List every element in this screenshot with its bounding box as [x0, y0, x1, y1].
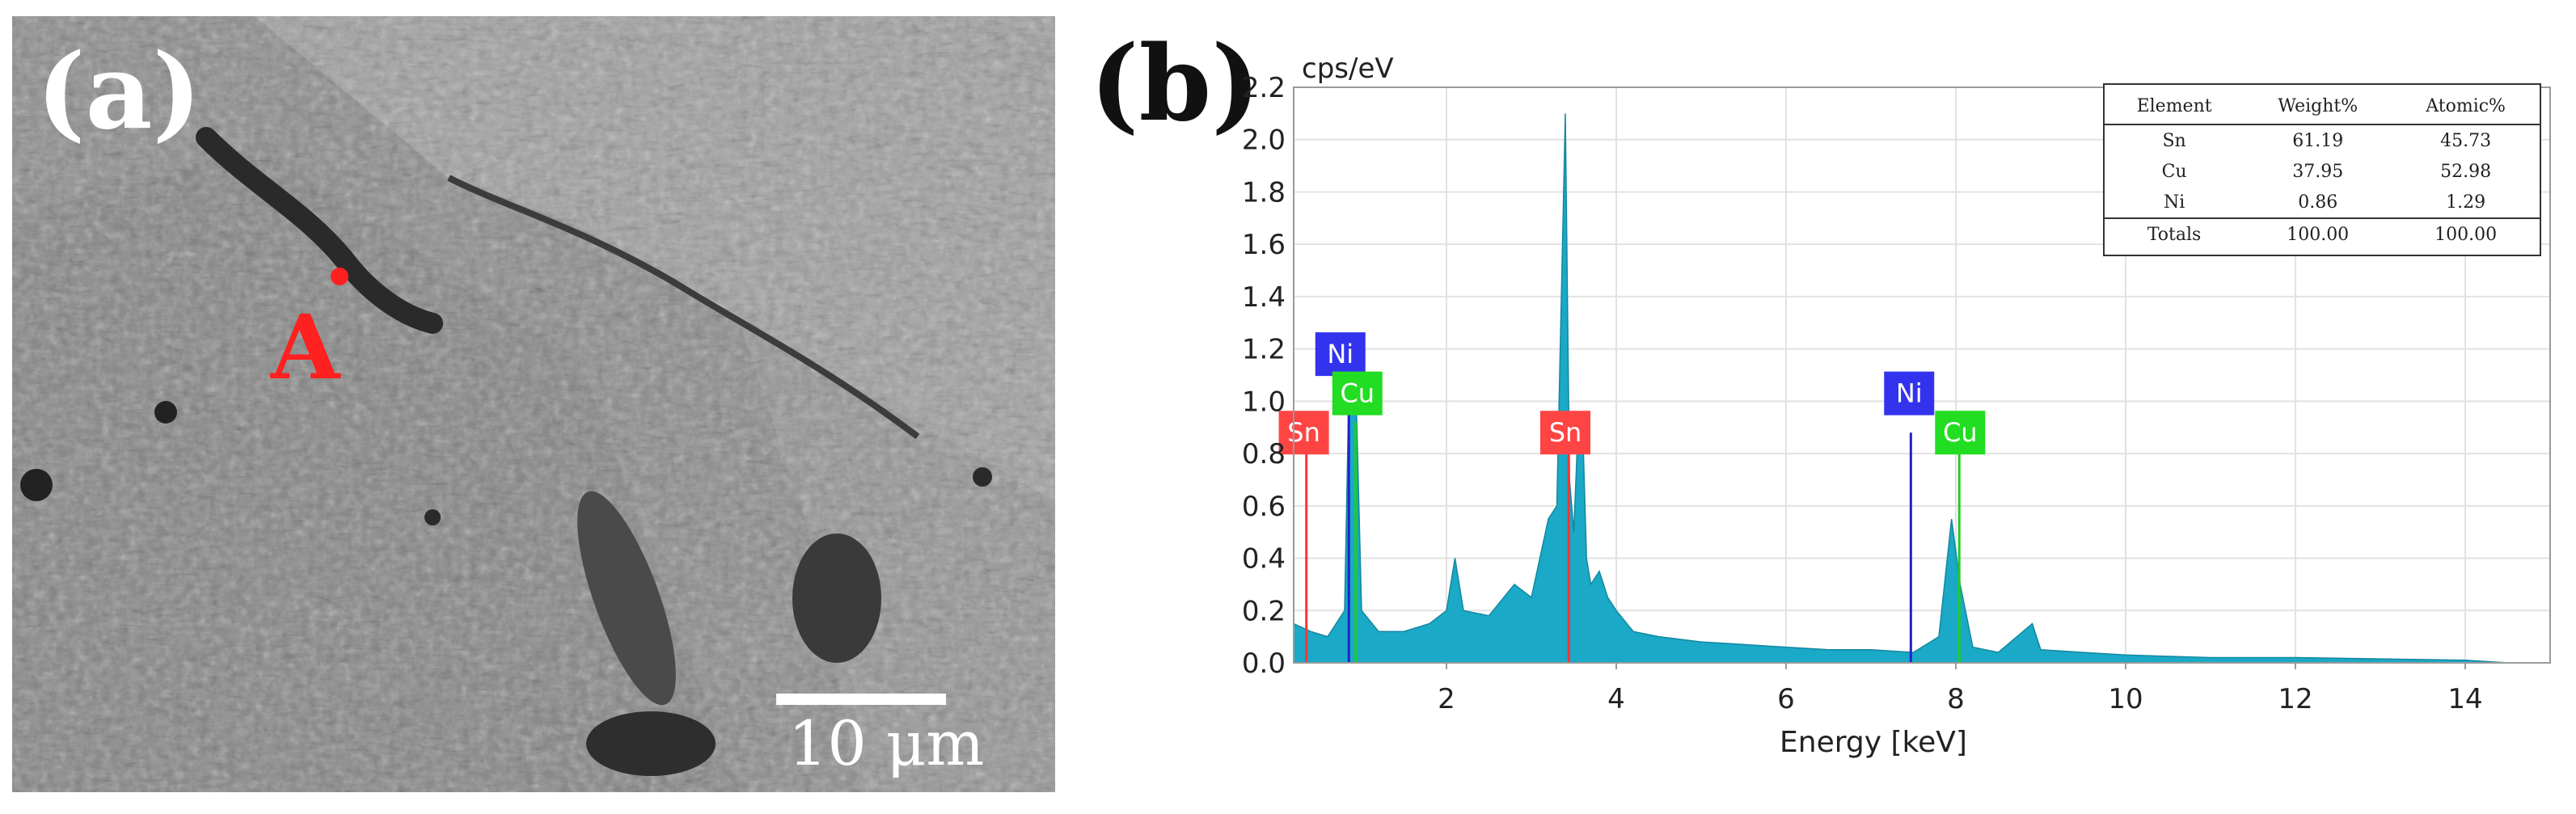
y-tick-label: 1.4: [1242, 281, 1286, 314]
point-a-label: A: [271, 295, 340, 399]
sem-micrograph: (a) A 10 μm: [12, 16, 1055, 792]
element-label-text: Ni: [1327, 339, 1353, 369]
x-tick-label: 4: [1607, 683, 1625, 715]
x-tick-label: 6: [1777, 683, 1795, 715]
x-tick-label: 12: [2278, 683, 2312, 715]
y-tick-label: 2.2: [1242, 72, 1286, 104]
y-tick-label: 0.8: [1242, 438, 1286, 470]
table-totals-row: Totals 100.00 100.00: [2105, 217, 2540, 250]
table-header-row: Element Weight% Atomic%: [2105, 88, 2540, 125]
cell-totals-weight: 100.00: [2244, 217, 2392, 250]
sem-texture: [12, 16, 1055, 792]
dark-pore: [792, 534, 881, 663]
cell-weight: 37.95: [2292, 161, 2344, 182]
plot-frame: [1293, 86, 2551, 664]
scale-bar: [776, 694, 946, 705]
element-label-ni: Ni: [1884, 371, 1935, 415]
col-element-header: Element: [2105, 88, 2244, 125]
tick-labels: 0.0 0.2 0.4 0.6 0.8 1.0 1.2 1.4 1.6 1.8 2.0 2.2 2 4 6 8…: [1242, 53, 2483, 759]
y-tick-label: 0.6: [1242, 491, 1286, 523]
x-axis-label: Energy [keV]: [1780, 726, 1967, 759]
eds-chart: Ni Cu Sn Sn Ni Cu 0.0 0.2 0.4 0.6 0.8 1.0 1.2 1.4 1.6…: [1242, 53, 2551, 759]
composition-table: Element Weight% Atomic% Sn 61.19 45.73 C…: [2103, 83, 2541, 256]
element-label-cu: Cu: [1332, 371, 1383, 415]
x-tick-label: 14: [2447, 683, 2482, 715]
y-tick-label: 2.0: [1242, 124, 1286, 157]
table-row: Ni 0.86 1.29: [2105, 187, 2540, 218]
panel-a-label: (a): [36, 32, 202, 153]
cell-atomic: 45.73: [2440, 130, 2492, 151]
element-label-cu: Cu: [1935, 411, 1986, 455]
y-tick-label: 1.6: [1242, 229, 1286, 261]
pore: [424, 509, 441, 525]
cell-element: Sn: [2162, 130, 2186, 151]
element-label-text: Sn: [1549, 417, 1582, 448]
dark-feature: [586, 711, 716, 776]
y-tick-label: 0.2: [1242, 595, 1286, 627]
element-label-box: [1315, 332, 1366, 377]
element-label-sn: Sn: [1278, 411, 1329, 455]
cell-atomic: 1.29: [2446, 192, 2486, 213]
cell-atomic: 52.98: [2440, 161, 2492, 182]
pore: [154, 401, 177, 424]
element-label-box: [1332, 371, 1383, 415]
element-labels: Ni Cu Sn Sn Ni Cu: [1278, 332, 1986, 455]
cell-element: Ni: [2163, 192, 2185, 213]
y-tick-label: 1.8: [1242, 176, 1286, 209]
x-tick-label: 8: [1947, 683, 1965, 715]
spectrum-area: [1293, 113, 2508, 664]
y-tick-label: 1.0: [1242, 386, 1286, 418]
eds-spectrum-panel: Ni Cu Sn Sn Ni Cu 0.0 0.2 0.4 0.6 0.8 1.0 1.2 1.4 1.6…: [1213, 49, 2576, 814]
table-row: Sn 61.19 45.73: [2105, 124, 2540, 156]
cell-weight: 0.86: [2298, 192, 2338, 213]
element-label-text: Cu: [1943, 417, 1978, 448]
element-label-text: Cu: [1340, 378, 1375, 409]
element-label-box: [1884, 371, 1935, 415]
x-tick-label: 10: [2108, 683, 2143, 715]
grain-boundary: [196, 127, 443, 334]
element-lines: [1305, 388, 1961, 663]
y-tick-label: 0.0: [1242, 647, 1286, 680]
element-label-sn: Sn: [1540, 411, 1590, 455]
dark-feature: [577, 491, 676, 706]
element-label-box: [1278, 411, 1329, 455]
col-atomic-header: Atomic%: [2392, 88, 2540, 125]
grain-boundary: [447, 175, 920, 440]
pore: [973, 467, 992, 487]
x-tick-label: 2: [1438, 683, 1455, 715]
y-tick-label: 1.2: [1242, 334, 1286, 366]
col-weight-header: Weight%: [2244, 88, 2392, 125]
element-label-text: Sn: [1287, 417, 1320, 448]
element-label-box: [1935, 411, 1986, 455]
panel-b-label: (b): [1090, 23, 1261, 145]
element-label-text: Ni: [1896, 378, 1923, 409]
table-row: Cu 37.95 52.98: [2105, 156, 2540, 187]
cell-element: Cu: [2161, 161, 2187, 182]
element-label-ni: Ni: [1315, 332, 1366, 377]
cell-weight: 61.19: [2292, 130, 2344, 151]
y-tick-label: 0.4: [1242, 543, 1286, 576]
point-a-marker: [331, 268, 348, 285]
scale-bar-text: 10 μm: [788, 707, 985, 779]
pore: [20, 469, 53, 501]
axes: [1293, 86, 2551, 664]
element-label-box: [1540, 411, 1590, 455]
cell-totals-label: Totals: [2105, 217, 2244, 250]
y-axis-label: cps/eV: [1302, 53, 1394, 85]
spectrum-layer: [1293, 113, 2508, 664]
cell-totals-atomic: 100.00: [2392, 217, 2540, 250]
